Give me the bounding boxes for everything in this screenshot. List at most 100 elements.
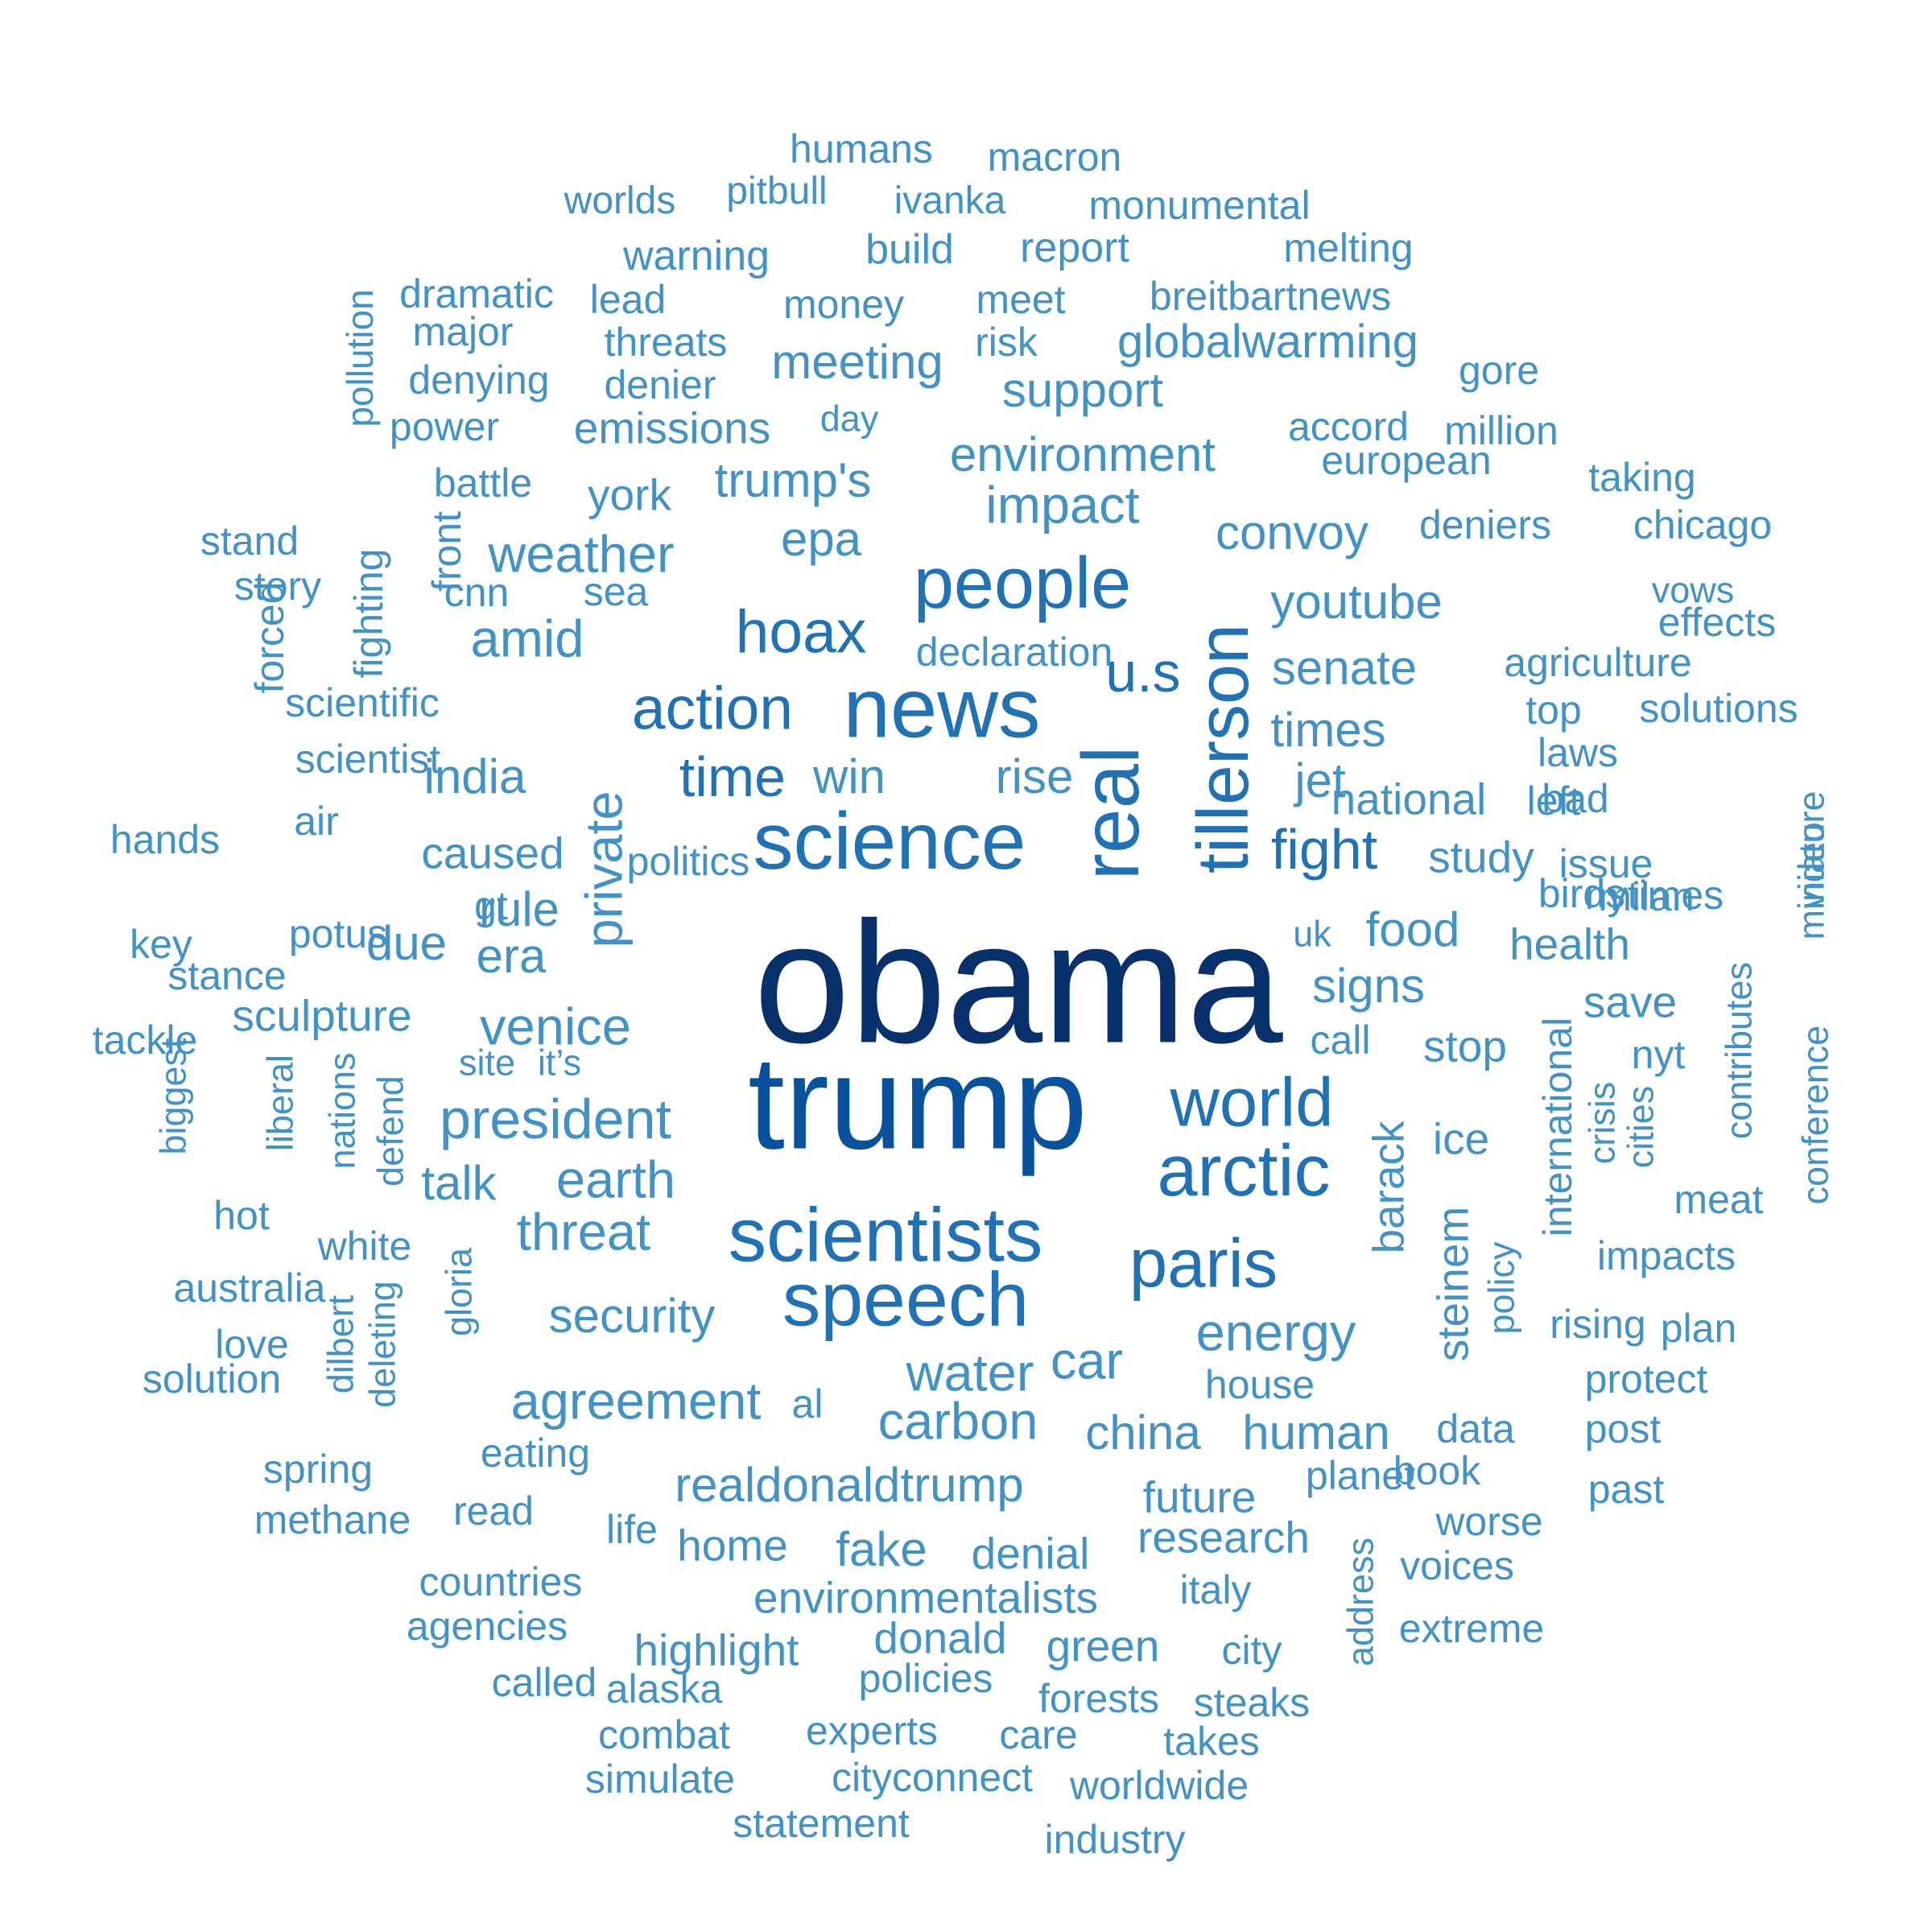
- word-laws: laws: [1537, 730, 1619, 775]
- word-melting: melting: [1283, 225, 1414, 270]
- word-meet: meet: [976, 277, 1066, 322]
- word-fight: fight: [1270, 818, 1378, 881]
- word-plan: plan: [1660, 1306, 1737, 1351]
- word-threats: threats: [604, 320, 728, 365]
- word-forests: forests: [1038, 1676, 1160, 1721]
- word-read: read: [452, 1488, 535, 1534]
- word-york: york: [588, 469, 671, 520]
- word-issue: issue: [1558, 841, 1653, 886]
- word-hands: hands: [109, 817, 221, 862]
- word-caused: caused: [421, 828, 564, 878]
- word-politics: politics: [626, 839, 750, 884]
- word-ice: ice: [1432, 1113, 1490, 1164]
- word-denier: denier: [604, 362, 716, 407]
- word-breitbartnews: breitbartnews: [1149, 274, 1392, 319]
- word-day: day: [819, 398, 879, 440]
- word-fake: fake: [836, 1522, 927, 1576]
- word-policy: policy: [1480, 1241, 1522, 1335]
- word-eating: eating: [480, 1430, 591, 1476]
- word-policies: policies: [858, 1656, 993, 1701]
- word-italy: italy: [1179, 1567, 1252, 1612]
- word-industry: industry: [1044, 1817, 1186, 1862]
- word-meat: meat: [1674, 1177, 1764, 1222]
- word-denying: denying: [408, 357, 550, 402]
- word-tillerson: tillerson: [1183, 623, 1264, 874]
- word-conference: conference: [1794, 1025, 1836, 1205]
- word-protect: protect: [1584, 1356, 1708, 1402]
- word-world: world: [1170, 1064, 1334, 1141]
- word-home: home: [677, 1520, 788, 1571]
- word-due: due: [365, 916, 448, 970]
- word-india: india: [423, 749, 526, 803]
- word-alaska: alaska: [605, 1666, 723, 1711]
- word-sea: sea: [583, 569, 649, 614]
- word-simulate: simulate: [584, 1757, 736, 1802]
- word-pitbull: pitbull: [726, 170, 828, 213]
- word-environment: environment: [949, 427, 1216, 481]
- word-science: science: [753, 796, 1026, 886]
- word-deniers: deniers: [1419, 502, 1551, 547]
- word-power: power: [389, 404, 500, 449]
- word-arctic: arctic: [1157, 1131, 1331, 1212]
- word-defend: defend: [369, 1075, 411, 1187]
- word-bad: bad: [1542, 776, 1609, 821]
- word-forced: forced: [247, 581, 292, 694]
- word-biggest: biggest: [152, 1038, 194, 1155]
- word-win: win: [812, 749, 886, 803]
- word-meeting: meeting: [771, 335, 943, 389]
- word-risk: risk: [975, 320, 1038, 365]
- word-u-s: u.s: [1105, 641, 1181, 704]
- word-left: left: [1526, 778, 1581, 824]
- word-planet: planet: [1305, 1453, 1416, 1498]
- word-birds: birds: [1538, 871, 1626, 916]
- word-jet: jet: [1294, 753, 1346, 807]
- word-barack: barack: [1363, 1121, 1414, 1254]
- word-declaration: declaration: [915, 630, 1113, 675]
- word-build: build: [865, 226, 954, 273]
- word-experts: experts: [806, 1708, 938, 1753]
- word-scientist: scientist: [295, 737, 441, 782]
- word-support: support: [1001, 363, 1164, 417]
- word-senate: senate: [1271, 641, 1418, 695]
- word-car: car: [1050, 1331, 1124, 1390]
- word-top: top: [1525, 687, 1582, 733]
- word-pollution: pollution: [339, 289, 381, 427]
- word-times: times: [1270, 703, 1386, 757]
- word-trump: trump: [748, 1028, 1088, 1177]
- word-called: called: [491, 1660, 597, 1705]
- word-impacts: impacts: [1596, 1233, 1736, 1278]
- word-paris: paris: [1129, 1225, 1278, 1302]
- word-voices: voices: [1400, 1543, 1514, 1588]
- word-australia: australia: [173, 1265, 326, 1311]
- word-study: study: [1428, 832, 1534, 882]
- word-cities: cities: [1620, 1085, 1662, 1169]
- word-countries: countries: [419, 1559, 583, 1604]
- word-amid: amid: [470, 609, 584, 668]
- word-agriculture: agriculture: [1504, 640, 1692, 685]
- word-key: key: [130, 922, 192, 967]
- word-air: air: [294, 799, 339, 844]
- word-dilbert: dilbert: [320, 1294, 361, 1394]
- word-nyt: nyt: [1631, 1032, 1686, 1077]
- word-solution: solution: [142, 1356, 282, 1402]
- word-venice: venice: [480, 997, 631, 1056]
- word-rise: rise: [995, 749, 1074, 803]
- word-lead: lead: [589, 277, 667, 322]
- word-international: international: [1535, 1017, 1580, 1237]
- word-research: research: [1137, 1512, 1310, 1563]
- word-agreement: agreement: [510, 1371, 762, 1430]
- word-data: data: [1436, 1406, 1515, 1451]
- word-money: money: [782, 282, 905, 327]
- word-battle: battle: [433, 460, 533, 506]
- word-major: major: [412, 309, 514, 354]
- word-real: real: [1066, 745, 1156, 881]
- word-threat: threat: [516, 1202, 651, 1261]
- word-gore: gore: [1458, 348, 1540, 393]
- word-effects: effects: [1657, 600, 1777, 645]
- word-milan: milan: [1598, 874, 1695, 919]
- word-story: story: [233, 564, 322, 609]
- word-impact: impact: [985, 475, 1140, 535]
- word-donald: donald: [873, 1612, 1007, 1663]
- word-china: china: [1085, 1406, 1201, 1459]
